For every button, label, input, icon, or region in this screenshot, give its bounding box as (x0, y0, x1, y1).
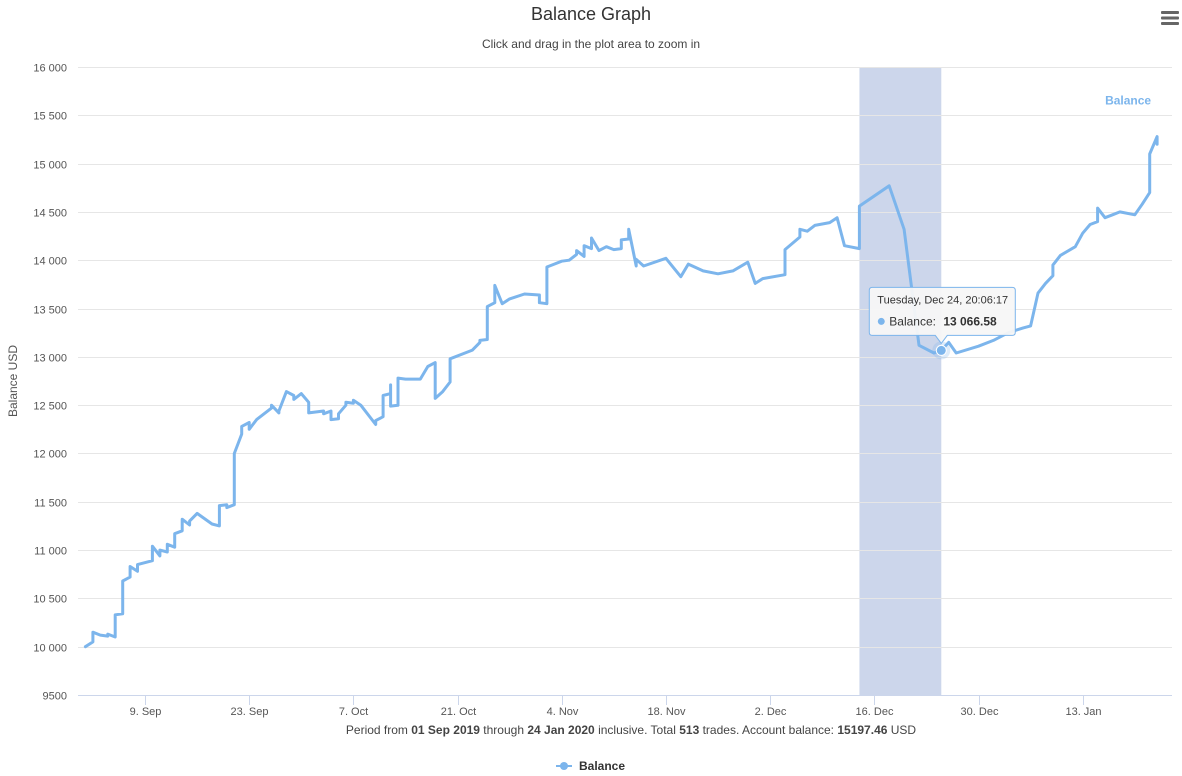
y-tick-label: 14 500 (33, 208, 67, 220)
x-tick-label: 2. Dec (755, 706, 787, 718)
y-tick-label: 15 500 (33, 111, 67, 123)
tooltip-value-line: Balance: 13 066.58 (889, 314, 997, 328)
y-tick-label: 11 000 (34, 546, 67, 558)
tooltip-box (868, 286, 1016, 345)
hover-marker (935, 344, 947, 356)
x-tick-label: 13. Jan (1065, 706, 1101, 718)
footer-start-date: 01 Sep 2019 (411, 723, 480, 737)
footer-end-date: 24 Jan 2020 (527, 723, 595, 737)
legend-label: Balance (579, 759, 625, 773)
y-tick-label: 10 500 (33, 594, 67, 606)
y-tick-label: 15 000 (33, 160, 67, 172)
tooltip-series-label: Balance: (889, 314, 936, 328)
x-tick-label: 23. Sep (231, 706, 269, 718)
tooltip-value: 13 066.58 (943, 314, 997, 328)
footer-text-1: Period from (346, 723, 411, 737)
legend-marker-symbol (560, 762, 568, 770)
chart-subtitle: Click and drag in the plot area to zoom … (482, 37, 700, 51)
tooltip-series-dot (877, 317, 885, 325)
tooltip: Tuesday, Dec 24, 20:06:17 Balance: 13 06… (868, 286, 1016, 360)
y-tick-label: 9500 (43, 691, 67, 703)
y-axis-title: Balance USD (6, 345, 20, 417)
x-tick-label: 4. Nov (547, 706, 579, 718)
series-end-label: Balance (1105, 93, 1151, 107)
footer-summary: Period from 01 Sep 2019 through 24 Jan 2… (346, 723, 917, 737)
highlight-band (859, 67, 942, 695)
footer-text-5: USD (887, 723, 916, 737)
tooltip-header: Tuesday, Dec 24, 20:06:17 (877, 294, 1008, 306)
legend-item-balance[interactable]: Balance (556, 759, 625, 773)
balance-series-line (83, 135, 1159, 649)
x-tick-label: 18. Nov (648, 706, 686, 718)
x-tick-label: 30. Dec (961, 706, 999, 718)
hamburger-menu-icon (1161, 11, 1179, 25)
x-tick-label: 16. Dec (856, 706, 894, 718)
y-tick-label: 11 500 (34, 498, 67, 510)
footer-text-4: trades. Account balance: (699, 723, 837, 737)
footer-balance: 15197.46 (837, 723, 887, 737)
y-tick-label: 12 500 (33, 401, 67, 413)
footer-text-3: inclusive. Total (595, 723, 680, 737)
chart-title: Balance Graph (531, 4, 651, 24)
y-tick-label: 13 500 (33, 305, 67, 317)
y-tick-label: 12 000 (33, 449, 67, 461)
footer-trade-count: 513 (679, 723, 699, 737)
y-tick-label: 10 000 (33, 643, 67, 655)
x-tick-label: 7. Oct (339, 706, 368, 718)
x-tick-label: 9. Sep (130, 706, 162, 718)
y-tick-label: 13 000 (33, 353, 67, 365)
footer-text-2: through (480, 723, 527, 737)
chart-menu-button[interactable] (1156, 5, 1182, 31)
x-tick-label: 21. Oct (441, 706, 476, 718)
y-tick-label: 16 000 (33, 63, 67, 75)
y-tick-label: 14 000 (33, 256, 67, 268)
